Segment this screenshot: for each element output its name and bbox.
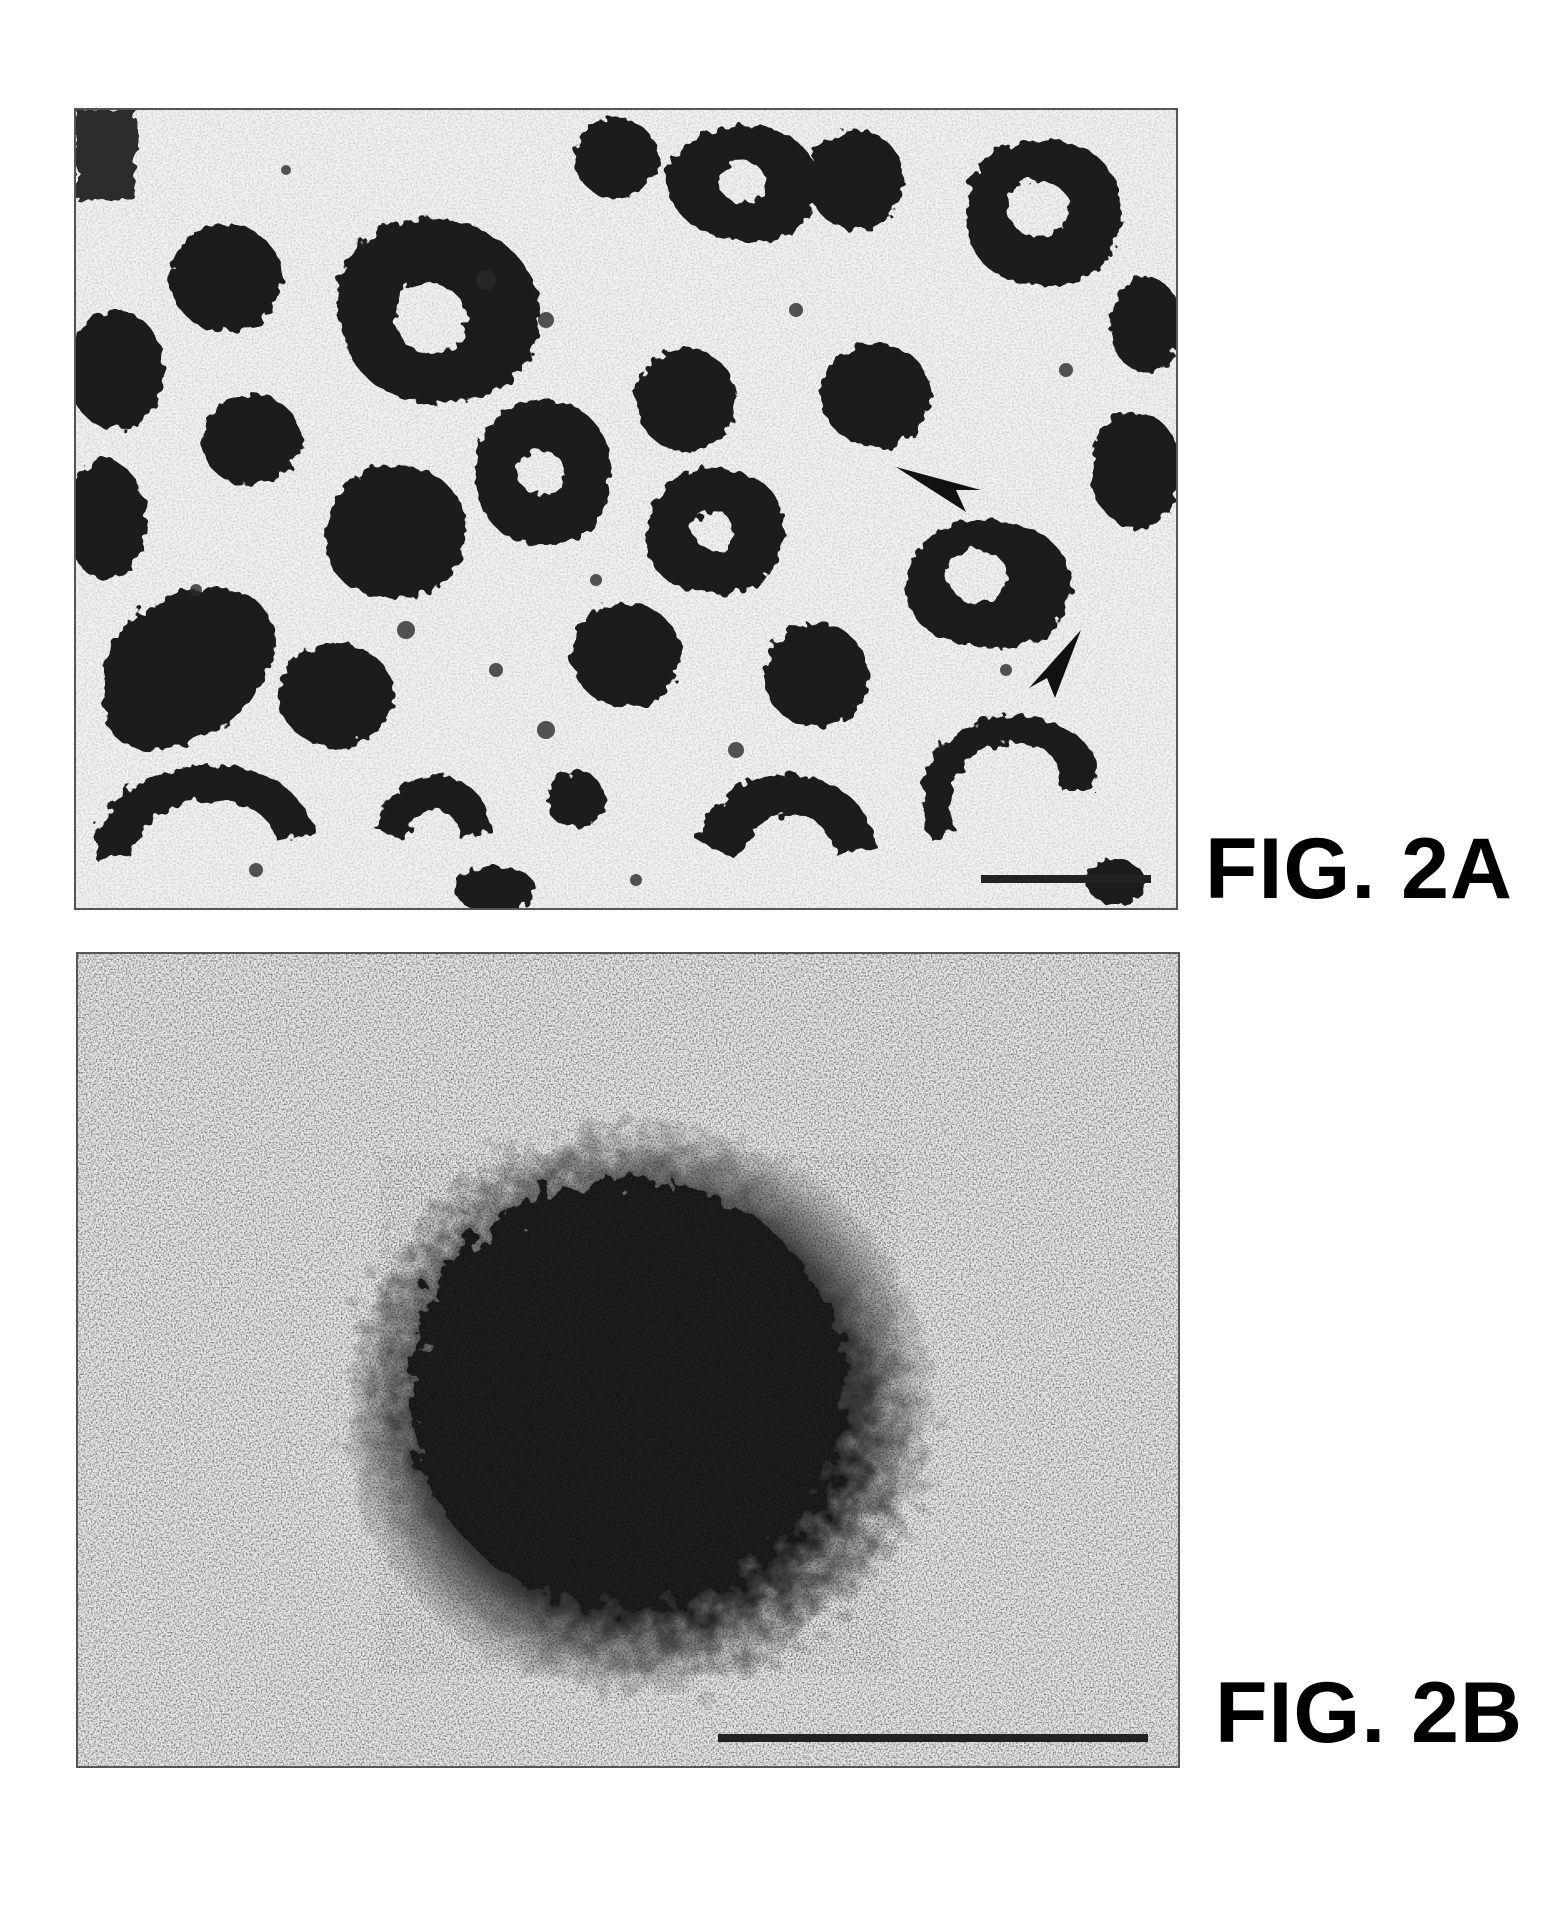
micrograph-2a-image — [76, 110, 1176, 908]
figure-2b-micrograph — [76, 952, 1180, 1768]
figure-2a-label: FIG. 2A — [1205, 821, 1514, 917]
figure-2b-label: FIG. 2B — [1215, 1665, 1524, 1761]
micrograph-2b-image — [78, 954, 1178, 1766]
figure-2a-micrograph — [74, 108, 1178, 910]
